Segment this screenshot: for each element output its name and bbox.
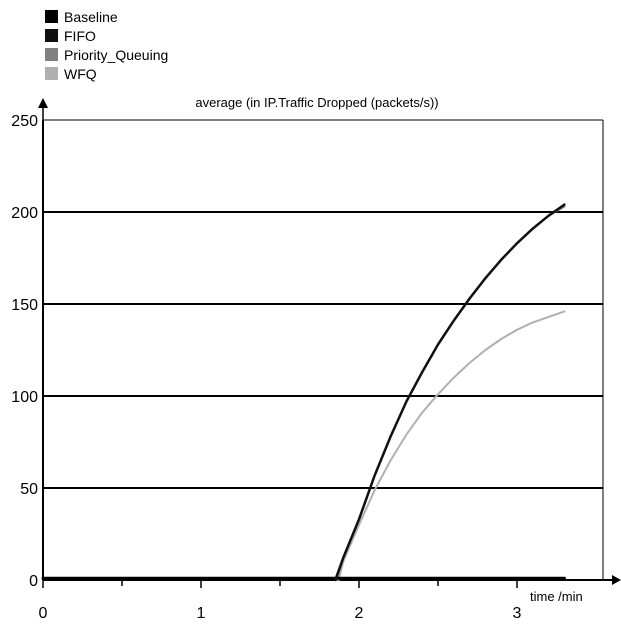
legend-label-baseline: Baseline xyxy=(64,9,118,25)
x-tick-label-0: 0 xyxy=(39,605,48,622)
legend-label-fifo: FIFO xyxy=(64,28,96,44)
legend-label-priority-queuing: Priority_Queuing xyxy=(64,47,168,63)
series-lines xyxy=(41,203,566,582)
y-tick-label-250: 250 xyxy=(11,113,38,130)
y-tick-label-200: 200 xyxy=(11,205,38,222)
axes xyxy=(38,98,621,585)
gridlines xyxy=(43,211,603,489)
series-line-wfq xyxy=(337,310,566,581)
x-axis-ticks: 0 1 2 3 xyxy=(39,580,522,622)
x-tick-label-3: 3 xyxy=(513,605,522,622)
y-tick-label-100: 100 xyxy=(11,389,38,406)
y-tick-label-150: 150 xyxy=(11,297,38,314)
x-tick-label-2: 2 xyxy=(355,605,364,622)
x-tick-label-1: 1 xyxy=(197,605,206,622)
legend-swatch-wfq xyxy=(45,67,58,80)
y-tick-label-50: 50 xyxy=(20,481,38,498)
legend-label-wfq: WFQ xyxy=(64,66,97,82)
x-axis-label: time /min xyxy=(530,589,583,604)
legend-swatch-baseline xyxy=(45,10,58,23)
legend-swatch-fifo xyxy=(45,29,58,42)
y-tick-label-0: 0 xyxy=(29,573,38,590)
legend: Baseline FIFO Priority_Queuing WFQ xyxy=(45,9,168,82)
legend-swatch-priority-queuing xyxy=(45,48,58,61)
y-axis-ticks: 0 50 100 150 200 250 xyxy=(11,113,38,590)
series-line-fifo xyxy=(334,203,566,582)
chart-title: average (in IP.Traffic Dropped (packets/… xyxy=(195,95,438,110)
series-line-priority-queuing xyxy=(335,205,566,581)
x-axis-arrow xyxy=(612,575,621,585)
